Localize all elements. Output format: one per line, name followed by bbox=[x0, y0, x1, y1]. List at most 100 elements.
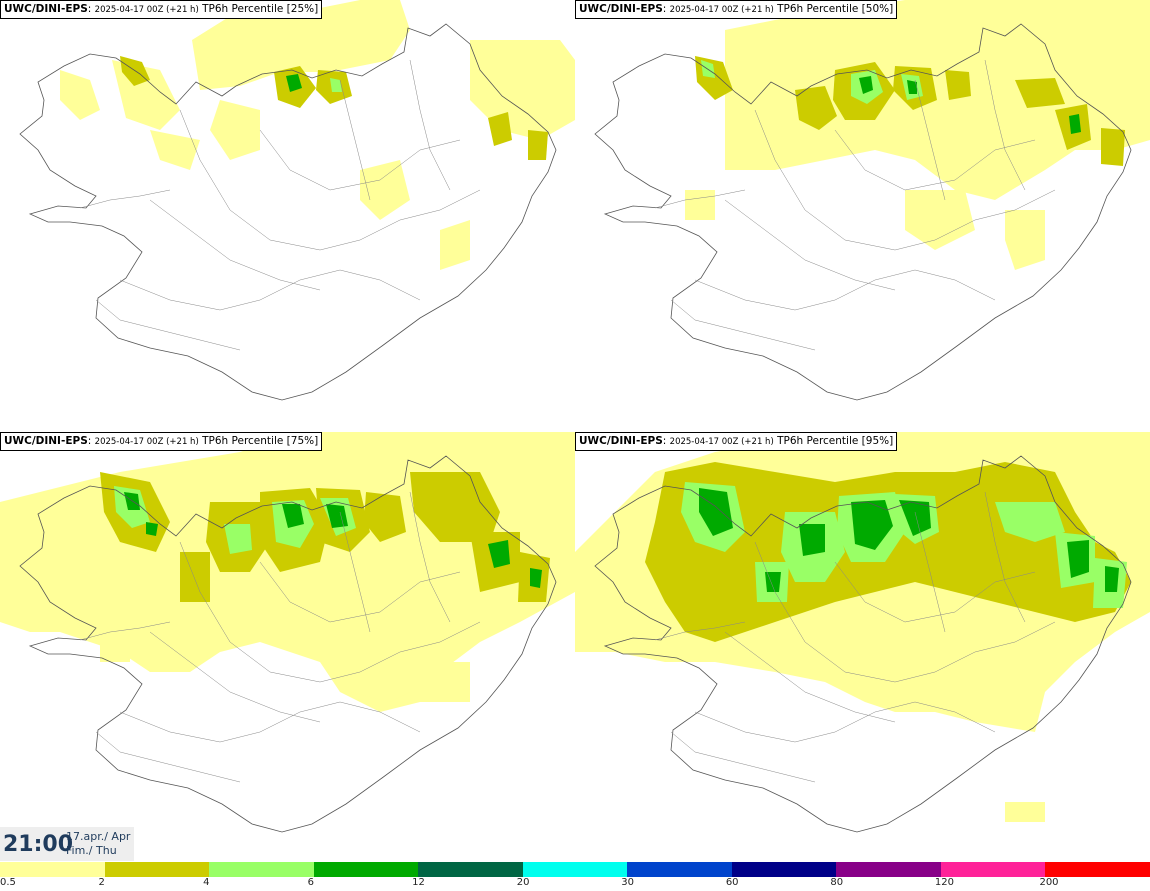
coastline bbox=[19, 455, 557, 833]
precip-area-green bbox=[1067, 540, 1089, 578]
road-line bbox=[984, 59, 1026, 191]
precip-area-lightgreen bbox=[995, 502, 1065, 542]
precip-area-olive bbox=[945, 70, 971, 100]
road-line bbox=[834, 561, 1036, 623]
legend-swatch bbox=[940, 862, 1046, 877]
precip-area-green bbox=[851, 500, 893, 550]
run-time: 2025-04-17 00Z (+21 h) bbox=[669, 437, 774, 447]
legend-swatch bbox=[209, 862, 315, 877]
legend-swatch bbox=[836, 862, 942, 877]
precip-area-green bbox=[699, 488, 733, 536]
road-line bbox=[654, 189, 746, 209]
model-name: UWC/DINI-EPS bbox=[579, 435, 663, 447]
road-line bbox=[119, 269, 421, 311]
precip-area-olive bbox=[364, 492, 406, 542]
road-line bbox=[694, 701, 996, 743]
road-line bbox=[834, 129, 1036, 191]
precip-map bbox=[594, 0, 1150, 401]
legend-swatch bbox=[418, 862, 524, 877]
valid-time-box: 21:00 17.apr./ Apr Fim./ Thu bbox=[0, 827, 134, 861]
precip-area-green bbox=[146, 522, 158, 536]
road-line bbox=[914, 511, 946, 633]
legend-label: 60 bbox=[725, 877, 739, 888]
precip-area-light bbox=[100, 632, 130, 662]
run-time: 2025-04-17 00Z (+21 h) bbox=[669, 5, 774, 15]
road-line bbox=[670, 299, 816, 351]
precip-area-olive bbox=[795, 86, 837, 130]
legend-label: 200 bbox=[1039, 877, 1059, 888]
legend-swatch bbox=[731, 862, 837, 877]
road-line bbox=[654, 621, 746, 641]
field-name: TP6h Percentile [95%] bbox=[777, 435, 894, 447]
panel-title: UWC/DINI-EPS: 2025-04-17 00Z (+21 h) TP6… bbox=[0, 432, 323, 451]
valid-date: 17.apr./ Apr Fim./ Thu bbox=[66, 830, 130, 858]
panel-title: UWC/DINI-EPS: 2025-04-17 00Z (+21 h) TP6… bbox=[0, 0, 323, 19]
legend-swatch bbox=[313, 862, 419, 877]
legend-swatch bbox=[522, 862, 628, 877]
legend-swatch bbox=[104, 862, 210, 877]
road-line bbox=[339, 511, 371, 633]
legend-swatch bbox=[627, 862, 733, 877]
precip-area-light bbox=[725, 0, 1150, 200]
legend-label: 2 bbox=[98, 877, 105, 888]
road-line bbox=[754, 109, 1056, 251]
precip-area-green bbox=[765, 572, 781, 592]
precip-area-light bbox=[340, 662, 410, 702]
field-name: TP6h Percentile [50%] bbox=[777, 3, 894, 15]
road-line bbox=[149, 631, 321, 723]
precip-area-light bbox=[685, 190, 715, 220]
panel-title: UWC/DINI-EPS: 2025-04-17 00Z (+21 h) TP6… bbox=[575, 0, 898, 19]
coastline bbox=[19, 23, 557, 401]
valid-date-line1: 17.apr./ Apr bbox=[66, 830, 131, 843]
legend-swatch bbox=[1045, 862, 1150, 877]
road-line bbox=[339, 79, 371, 201]
precip-area-lightgreen bbox=[330, 78, 342, 92]
precip-area-green bbox=[286, 74, 302, 92]
road-line bbox=[694, 269, 996, 311]
precip-area-olive bbox=[180, 552, 210, 602]
valid-clock: 21:00 bbox=[3, 832, 74, 857]
coastline bbox=[594, 23, 1132, 401]
precip-area-light bbox=[440, 220, 470, 270]
precip-area-green bbox=[899, 500, 931, 536]
map-panel-p50: UWC/DINI-EPS: 2025-04-17 00Z (+21 h) TP6… bbox=[575, 0, 1150, 432]
legend-swatch bbox=[0, 862, 106, 877]
precip-area-olive bbox=[528, 130, 548, 160]
precip-area-light bbox=[150, 130, 200, 170]
precip-area-green bbox=[907, 80, 917, 94]
precip-area-light bbox=[192, 0, 410, 90]
road-line bbox=[95, 299, 241, 351]
panel-title: UWC/DINI-EPS: 2025-04-17 00Z (+21 h) TP6… bbox=[575, 432, 898, 451]
legend-label: 30 bbox=[621, 877, 634, 888]
precip-area-green bbox=[1069, 114, 1081, 134]
road-line bbox=[724, 199, 896, 291]
color-legend-bar bbox=[0, 862, 1150, 877]
precip-area-green bbox=[282, 504, 304, 528]
precip-area-olive bbox=[488, 112, 512, 146]
map-panel-p75: UWC/DINI-EPS: 2025-04-17 00Z (+21 h) TP6… bbox=[0, 432, 575, 864]
precip-area-green bbox=[1105, 566, 1119, 592]
run-time: 2025-04-17 00Z (+21 h) bbox=[94, 5, 199, 15]
legend-label: 20 bbox=[516, 877, 530, 888]
precip-area-olive bbox=[1015, 78, 1065, 108]
model-name: UWC/DINI-EPS bbox=[579, 3, 663, 15]
road-line bbox=[119, 701, 421, 743]
precip-area-light bbox=[1005, 210, 1045, 270]
road-line bbox=[149, 199, 321, 291]
road-line bbox=[259, 129, 461, 191]
field-name: TP6h Percentile [75%] bbox=[202, 435, 319, 447]
road-line bbox=[79, 621, 171, 641]
precip-area-green bbox=[530, 568, 542, 588]
legend-label: 12 bbox=[412, 877, 425, 888]
road-line bbox=[79, 189, 171, 209]
legend-label: 4 bbox=[203, 877, 210, 888]
precip-area-light bbox=[905, 190, 975, 250]
road-line bbox=[914, 79, 946, 201]
road-line bbox=[409, 59, 451, 191]
precip-area-light bbox=[60, 70, 100, 120]
run-time: 2025-04-17 00Z (+21 h) bbox=[94, 437, 199, 447]
road-line bbox=[984, 491, 1026, 623]
road-line bbox=[670, 731, 816, 783]
legend-label: 80 bbox=[830, 877, 844, 888]
field-name: TP6h Percentile [25%] bbox=[202, 3, 319, 15]
